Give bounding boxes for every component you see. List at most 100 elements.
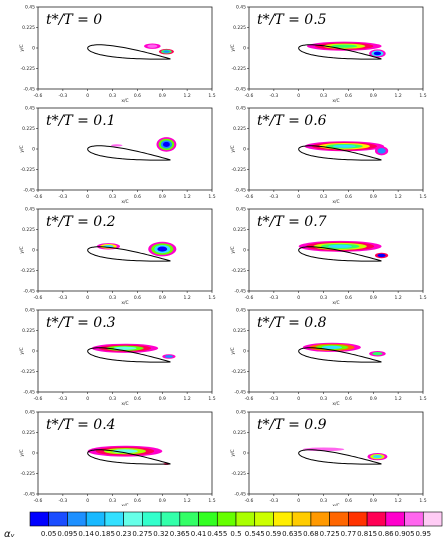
cavity-contour (162, 141, 170, 147)
x-tick-label: 0.9 (159, 194, 166, 200)
cavity-contour (113, 346, 137, 350)
x-tick-label: 1.2 (395, 194, 402, 200)
colorbar-swatch (348, 511, 368, 527)
hydrofoil-outline (87, 44, 171, 60)
colorbar-level-label: 0.455 (207, 530, 227, 538)
panel-5: -0.6 -0.3 0 0.3 0.6 0.9 1.2 1.5 0.45 0.225 0 -0.225… (19, 207, 216, 307)
colorbar-level-label: 0.23 (116, 530, 132, 538)
y-tick-label: 0.45 (25, 207, 35, 213)
x-tick-label: 0 (297, 396, 300, 402)
colorbar-swatch (198, 511, 218, 527)
colorbar-level-label: 0.545 (245, 530, 265, 538)
x-tick-label: 1.5 (208, 498, 215, 504)
y-tick-label: -0.225 (20, 369, 35, 375)
colorbar-level-label: 0.095 (57, 530, 77, 538)
x-tick-label: 0.9 (370, 396, 377, 402)
panel-title: t*/T = 0 (46, 12, 102, 28)
x-tick-label: 0 (86, 93, 89, 99)
cavity-contour (321, 345, 342, 349)
colorbar-level-label: 0.5 (230, 530, 241, 538)
x-tick-label: 0.3 (109, 194, 116, 200)
x-tick-label: 0 (297, 93, 300, 99)
panel-title: t*/T = 0.6 (257, 113, 327, 129)
x-tick-label: 0.3 (109, 498, 116, 504)
x-tick-label: 1.5 (208, 295, 215, 301)
x-tick-label: 0.6 (134, 498, 141, 504)
y-tick-label: -0.45 (234, 390, 246, 396)
colorbar-level-label: 0.14 (78, 530, 94, 538)
x-tick-label: -0.6 (245, 498, 254, 504)
panel-title: t*/T = 0.3 (46, 315, 116, 331)
hydrofoil-outline (298, 44, 382, 60)
colorbar-level-label: 0.32 (153, 530, 169, 538)
x-axis-label: x/C (332, 300, 339, 306)
x-tick-label: 1.5 (208, 194, 215, 200)
colorbar-level-label: 0.635 (282, 530, 302, 538)
hydrofoil-outline (298, 246, 382, 262)
x-tick-label: 0.3 (109, 93, 116, 99)
x-axis-label: x/C (121, 503, 128, 506)
x-tick-label: 1.5 (208, 396, 215, 402)
x-tick-label: 0.6 (134, 295, 141, 301)
x-tick-label: 1.2 (184, 295, 191, 301)
y-tick-label: -0.45 (23, 289, 35, 295)
y-axis-label: y/C (19, 347, 25, 354)
colorbar-level-label: 0.77 (341, 530, 357, 538)
y-tick-label: 0.45 (236, 207, 246, 213)
y-tick-label: -0.45 (234, 492, 246, 498)
y-axis-label: y/C (230, 246, 236, 253)
x-tick-label: -0.6 (34, 396, 43, 402)
x-tick-label: 0.9 (370, 498, 377, 504)
x-tick-label: 1.5 (419, 194, 426, 200)
y-tick-label: 0.45 (25, 410, 35, 416)
x-tick-label: 1.5 (419, 396, 426, 402)
panel-title: t*/T = 0.5 (257, 12, 327, 28)
y-tick-label: -0.45 (234, 188, 246, 194)
panel-7: -0.6 -0.3 0 0.3 0.6 0.9 1.2 1.5 0.45 0.225 0 -0.225… (19, 308, 216, 408)
colorbar-level-label: 0.365 (170, 530, 190, 538)
y-tick-label: 0 (32, 349, 35, 355)
x-tick-label: -0.3 (58, 295, 67, 301)
colorbar-level-label: 0.275 (132, 530, 152, 538)
cavity-contour (331, 44, 358, 48)
x-tick-label: 0 (86, 498, 89, 504)
x-tick-label: 0 (297, 498, 300, 504)
x-tick-label: 0.6 (134, 93, 141, 99)
y-tick-label: -0.45 (23, 390, 35, 396)
colorbar-level-label: 0.68 (303, 530, 319, 538)
x-tick-label: 0.3 (320, 194, 327, 200)
colorbar-label: αᵥ (4, 529, 15, 540)
colorbar-swatch (85, 511, 106, 527)
x-tick-label: -0.6 (34, 295, 43, 301)
x-axis-label: x/C (121, 300, 128, 306)
y-tick-label: 0.225 (233, 25, 246, 31)
y-tick-label: 0.225 (233, 328, 246, 334)
x-tick-label: 0.3 (109, 295, 116, 301)
x-tick-label: -0.3 (58, 194, 67, 200)
x-tick-label: -0.3 (58, 396, 67, 402)
y-tick-label: 0 (243, 46, 246, 52)
hydrofoil-outline (87, 145, 171, 161)
x-axis-label: x/C (332, 503, 339, 506)
colorbar-level-label: 0.905 (395, 530, 415, 538)
x-tick-label: -0.3 (269, 93, 278, 99)
y-tick-label: 0.225 (22, 430, 35, 436)
cavity-contour (377, 253, 386, 258)
x-tick-label: 0.6 (345, 194, 352, 200)
x-axis-label: x/C (121, 401, 128, 407)
cavity-contour (373, 51, 382, 56)
hydrofoil-outline (87, 347, 171, 363)
colorbar-level-label: 0.41 (191, 530, 207, 538)
x-axis-label: x/C (121, 98, 128, 104)
x-tick-label: 1.2 (184, 194, 191, 200)
y-tick-label: 0.45 (236, 308, 246, 314)
colorbar-swatch (142, 511, 162, 527)
x-tick-label: 0 (86, 396, 89, 402)
x-tick-label: 0.9 (159, 396, 166, 402)
x-tick-label: 1.5 (419, 295, 426, 301)
x-tick-label: 1.5 (419, 93, 426, 99)
colorbar-swatch (29, 511, 50, 527)
y-tick-label: 0.45 (25, 106, 35, 112)
x-tick-label: -0.3 (58, 93, 67, 99)
colorbar-swatch (366, 511, 387, 527)
